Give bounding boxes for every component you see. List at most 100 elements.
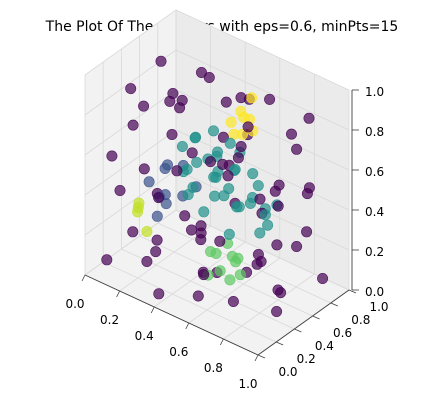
- x-tick-label: 0.6: [169, 345, 188, 359]
- data-point: [272, 240, 282, 250]
- y-tick: [349, 290, 356, 293]
- data-point: [273, 201, 283, 211]
- data-point: [193, 291, 203, 301]
- data-point: [139, 164, 149, 174]
- data-point: [224, 183, 234, 193]
- data-point: [192, 157, 202, 167]
- y-tick-label: 1.0: [369, 300, 388, 314]
- data-point: [154, 289, 164, 299]
- x-tick-label: 0.8: [204, 361, 223, 375]
- data-point: [243, 122, 253, 132]
- data-point: [128, 120, 138, 130]
- data-point: [215, 266, 225, 276]
- data-point: [142, 256, 152, 266]
- y-tick-label: 0.4: [315, 339, 334, 353]
- y-tick-label: 0.0: [278, 365, 297, 379]
- x-tick-label: 0.4: [135, 329, 154, 343]
- data-point: [246, 93, 256, 103]
- z-tick-label: 0.2: [365, 245, 384, 259]
- z-tick-label: 0.8: [365, 125, 384, 139]
- data-point: [221, 97, 231, 107]
- x-tick-label: 0.0: [65, 297, 84, 311]
- data-point: [215, 236, 225, 246]
- data-point: [187, 148, 197, 158]
- data-point: [317, 273, 327, 283]
- data-point: [236, 141, 246, 151]
- data-point: [225, 138, 235, 148]
- data-point: [233, 153, 243, 163]
- data-point: [126, 83, 136, 93]
- data-point: [260, 210, 270, 220]
- data-point: [196, 221, 206, 231]
- data-point: [167, 129, 177, 139]
- data-point: [224, 229, 234, 239]
- data-point: [286, 129, 296, 139]
- data-point: [152, 235, 162, 245]
- data-point: [151, 246, 161, 256]
- data-point: [271, 306, 281, 316]
- data-point: [134, 198, 144, 208]
- x-tick: [151, 307, 154, 313]
- x-tick-label: 0.2: [100, 313, 119, 327]
- data-point: [253, 249, 263, 259]
- data-point: [208, 126, 218, 136]
- data-point: [199, 207, 209, 217]
- data-point: [245, 198, 255, 208]
- data-point: [227, 251, 237, 261]
- data-point: [199, 269, 209, 279]
- data-point: [236, 106, 246, 116]
- data-point: [209, 172, 219, 182]
- data-point: [226, 117, 236, 127]
- data-point: [182, 164, 192, 174]
- z-tick-label: 1.0: [365, 85, 384, 99]
- data-point: [205, 246, 215, 256]
- data-point: [255, 228, 265, 238]
- data-point: [177, 141, 187, 151]
- data-point: [291, 241, 301, 251]
- data-point: [304, 113, 314, 123]
- data-point: [291, 144, 301, 154]
- y-tick-label: 0.2: [297, 352, 316, 366]
- data-point: [168, 88, 178, 98]
- data-point: [255, 194, 265, 204]
- data-point: [102, 255, 112, 265]
- y-tick: [258, 355, 265, 358]
- data-point: [228, 296, 238, 306]
- data-point: [225, 275, 235, 285]
- y-tick: [331, 303, 338, 306]
- data-point: [223, 171, 233, 181]
- data-point: [142, 226, 152, 236]
- data-point: [253, 180, 263, 190]
- data-point: [301, 227, 311, 237]
- data-point: [186, 225, 196, 235]
- data-point: [232, 202, 242, 212]
- data-point: [236, 92, 246, 102]
- data-point: [235, 270, 245, 280]
- y-tick-label: 0.8: [351, 313, 370, 327]
- data-point: [209, 191, 219, 201]
- x-tick: [82, 275, 85, 281]
- x-tick: [220, 339, 223, 345]
- data-point: [217, 159, 227, 169]
- data-point: [156, 56, 166, 66]
- data-point: [196, 234, 206, 244]
- x-tick-label: 1.0: [238, 377, 257, 391]
- x-tick: [117, 291, 120, 297]
- data-point: [172, 166, 182, 176]
- data-point: [152, 211, 162, 221]
- z-tick-label: 0.0: [365, 285, 384, 299]
- data-point: [162, 160, 172, 170]
- data-point: [205, 156, 215, 166]
- data-point: [107, 151, 117, 161]
- data-point: [262, 220, 272, 230]
- data-point: [275, 287, 285, 297]
- data-point: [128, 227, 138, 237]
- data-point: [212, 147, 222, 157]
- data-point: [180, 211, 190, 221]
- y-tick: [313, 316, 320, 319]
- data-point: [204, 72, 214, 82]
- data-point: [144, 177, 154, 187]
- z-tick-label: 0.4: [365, 205, 384, 219]
- x-tick: [255, 355, 258, 361]
- data-point: [153, 192, 163, 202]
